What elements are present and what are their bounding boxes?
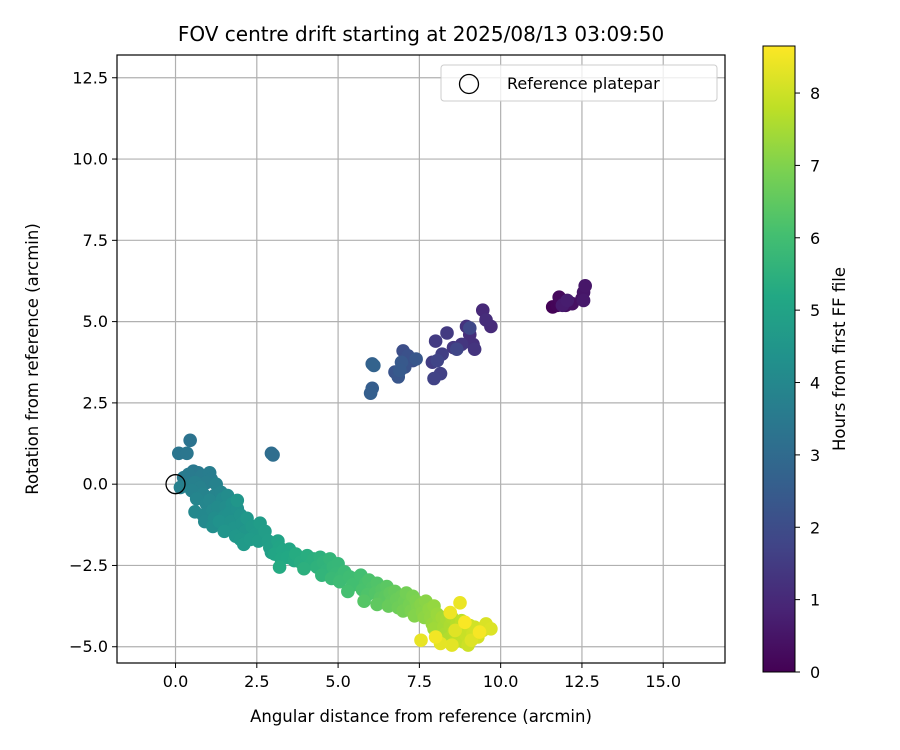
colorbar-tick-label: 8 [810, 84, 820, 103]
data-point [230, 493, 245, 508]
x-tick-label: 15.0 [645, 672, 681, 691]
legend-reference-marker [458, 73, 480, 95]
plot-frame [116, 54, 726, 664]
colorbar-tick-label: 5 [810, 301, 820, 320]
data-point [341, 584, 355, 599]
data-point [448, 623, 462, 638]
y-tick-label: 0.0 [83, 475, 108, 494]
y-tick-label: −2.5 [69, 556, 108, 575]
colorbar-tick-label: 3 [810, 446, 820, 465]
data-point [428, 630, 443, 644]
colorbar-ticks: 0 1 2 3 4 5 6 7 8 [795, 84, 820, 682]
data-point [428, 334, 443, 348]
data-point [458, 615, 472, 630]
legend-label-reference: Reference platepar [507, 74, 660, 93]
data-point [453, 596, 467, 610]
chart-title: FOV centre drift starting at 2025/08/13 … [178, 22, 664, 46]
x-tick-label: 7.5 [407, 672, 432, 691]
y-tick-label: 2.5 [83, 393, 108, 412]
data-point [449, 342, 464, 357]
y-tick-label: 5.0 [83, 312, 108, 331]
data-point [467, 342, 482, 357]
data-point [479, 313, 493, 327]
data-point [367, 358, 381, 373]
colorbar-tick-label: 2 [810, 518, 820, 537]
colorbar-tick-label: 7 [810, 156, 820, 175]
colorbar-gradient [762, 45, 796, 673]
data-point [440, 326, 454, 340]
data-point [266, 448, 280, 462]
data-point [297, 561, 311, 576]
x-axis-label: Angular distance from reference (arcmin) [250, 707, 592, 726]
data-point [370, 597, 384, 612]
colorbar-label: Hours from first FF file [830, 267, 849, 451]
data-point [430, 353, 445, 368]
data-point [472, 625, 487, 639]
legend-box [440, 64, 718, 102]
reference-platepar-marker [165, 474, 186, 495]
y-axis-ticks: −5.0 −2.5 0.0 2.5 5.0 7.5 10.0 12.5 [69, 68, 117, 656]
data-point [427, 371, 441, 386]
data-point [272, 560, 287, 574]
data-point [180, 446, 194, 461]
data-point [443, 605, 458, 620]
data-point [576, 293, 591, 308]
x-tick-label: 5.0 [325, 672, 350, 691]
colorbar-tick-label: 0 [810, 663, 820, 682]
data-point [363, 386, 378, 400]
data-point [445, 638, 459, 652]
data-point [357, 594, 371, 609]
data-point [183, 433, 197, 448]
y-tick-label: 12.5 [72, 68, 108, 87]
y-axis-label: Rotation from reference (arcmin) [23, 223, 42, 495]
data-point [484, 622, 498, 636]
x-tick-label: 0.0 [163, 672, 188, 691]
y-tick-label: 10.0 [72, 150, 108, 169]
x-tick-label: 12.5 [564, 672, 600, 691]
colorbar-tick-label: 1 [810, 591, 820, 610]
data-point [578, 279, 592, 293]
colorbar-tick-label: 6 [810, 229, 820, 248]
data-point [560, 293, 575, 308]
y-tick-label: 7.5 [83, 231, 108, 250]
data-point [173, 480, 188, 495]
data-point [393, 363, 407, 378]
colorbar-tick-label: 4 [810, 374, 820, 393]
data-point [414, 633, 428, 648]
x-tick-label: 2.5 [244, 672, 269, 691]
data-point [217, 524, 232, 539]
x-tick-label: 10.0 [483, 672, 519, 691]
x-axis-ticks: 0.0 2.5 5.0 7.5 10.0 12.5 15.0 [163, 663, 681, 691]
data-point [251, 534, 266, 548]
data-point [462, 321, 477, 335]
colorbar: 0 1 2 3 4 5 6 7 8 Hours from first FF file [762, 45, 849, 682]
data-points [165, 279, 592, 652]
data-point [409, 352, 423, 366]
y-tick-label: −5.0 [69, 637, 108, 656]
legend: Reference platepar [440, 64, 718, 102]
